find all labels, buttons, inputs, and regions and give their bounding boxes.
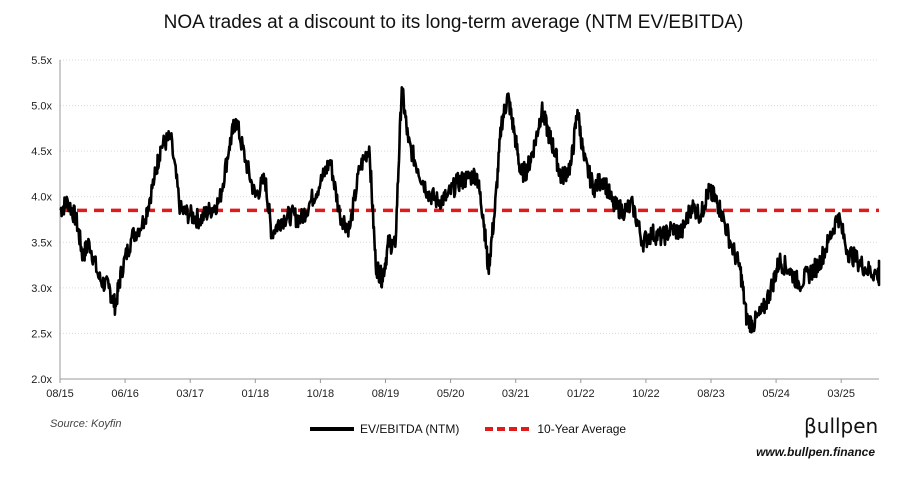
x-tick-label: 10/22 xyxy=(632,388,660,400)
series-line-ev-ebitda xyxy=(59,86,881,334)
chart-title: NOA trades at a discount to its long-ter… xyxy=(163,12,744,33)
legend-swatch-dashed xyxy=(485,427,530,431)
x-tick-label: 08/23 xyxy=(697,388,725,400)
legend-label-ev-ebitda: EV/EBITDA (NTM) xyxy=(360,422,460,436)
y-tick-labels: 2.0x 2.5x 3.0x 3.5x 4.0x 4.5x 5.0x 5.5x xyxy=(31,55,52,386)
legend-item-ev-ebitda: EV/EBITDA (NTM) xyxy=(310,422,459,436)
x-tick-label: 01/18 xyxy=(242,388,270,400)
series-layer xyxy=(59,86,881,334)
x-tick-label: 10/18 xyxy=(307,388,335,400)
legend-label-average: 10-Year Average xyxy=(537,422,627,436)
x-tick-label: 08/15 xyxy=(46,388,74,400)
source-note: Source: Koyfin xyxy=(50,418,122,430)
legend-swatch-solid xyxy=(310,427,354,431)
x-tick-labels: 08/15 06/16 03/17 01/18 10/18 08/19 05/20 03/21… xyxy=(46,388,855,400)
y-tick-label: 3.5x xyxy=(31,237,52,249)
legend-item-average: 10-Year Average xyxy=(485,422,626,436)
y-tick-label: 5.5x xyxy=(31,55,52,67)
x-tick-label: 03/25 xyxy=(827,388,855,400)
axes xyxy=(59,60,879,383)
x-tick-label: 08/19 xyxy=(372,388,400,400)
y-tick-label: 3.0x xyxy=(31,283,52,295)
x-tick-label: 03/17 xyxy=(176,388,204,400)
brand-url: www.bullpen.finance xyxy=(756,445,875,459)
y-tick-label: 4.0x xyxy=(31,192,52,204)
y-tick-label: 2.5x xyxy=(31,328,52,340)
x-tick-label: 03/21 xyxy=(502,388,530,400)
x-tick-label: 06/16 xyxy=(111,388,139,400)
gridlines xyxy=(60,59,879,334)
x-tick-label: 05/20 xyxy=(437,388,465,400)
x-tick-label: 05/24 xyxy=(762,388,790,400)
x-tick-label: 01/22 xyxy=(567,388,595,400)
legend: EV/EBITDA (NTM) 10-Year Average xyxy=(310,422,652,436)
y-tick-label: 2.0x xyxy=(31,374,52,386)
y-tick-label: 4.5x xyxy=(31,146,52,158)
y-tick-label: 5.0x xyxy=(31,101,52,113)
brand-logo: βullpen xyxy=(804,414,879,438)
